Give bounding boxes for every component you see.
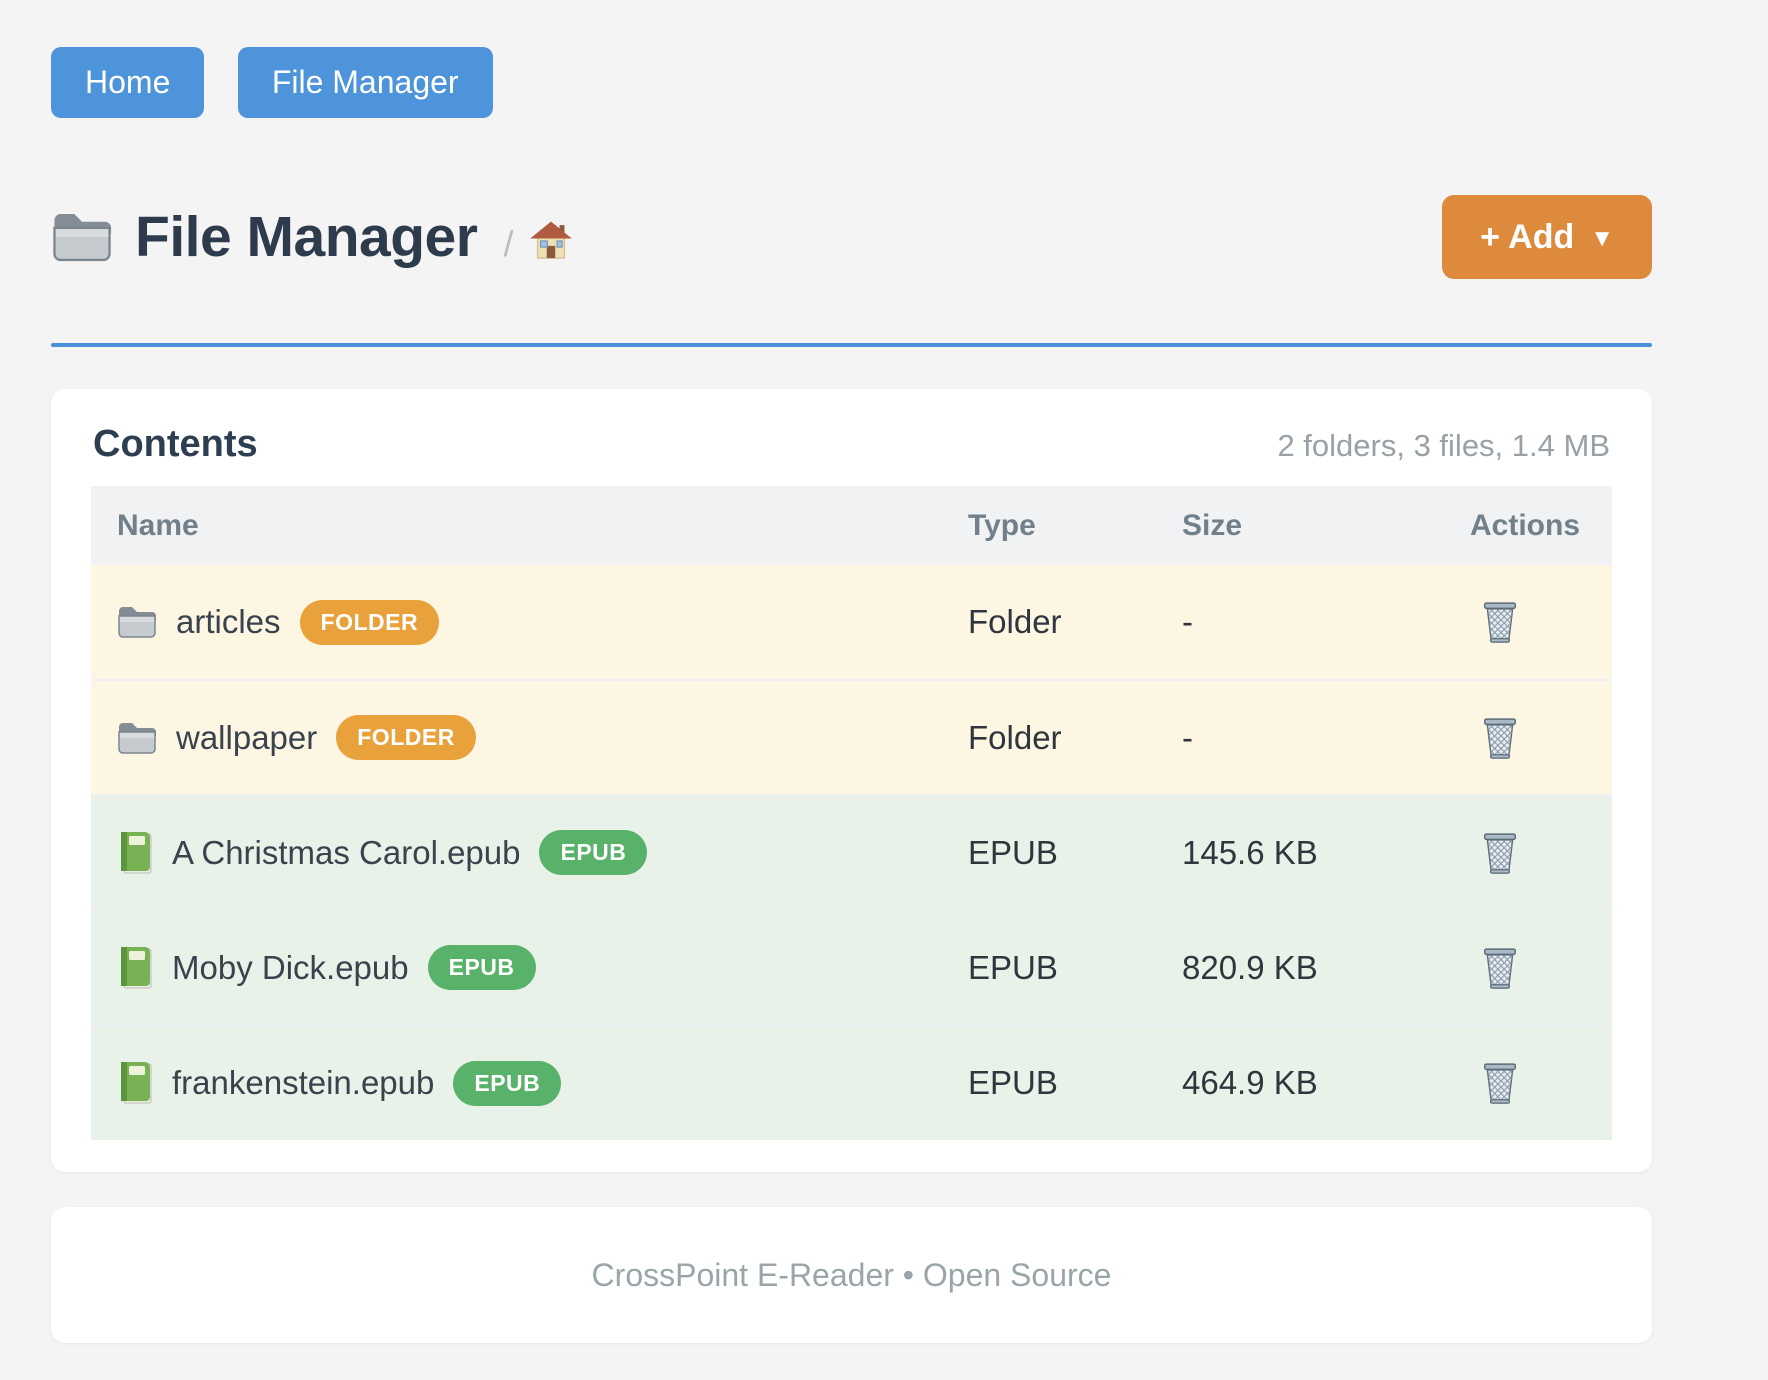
- file-name-link[interactable]: wallpaper: [176, 718, 318, 756]
- file-size: 820.9 KB: [1182, 948, 1318, 986]
- nav-home-button[interactable]: Home: [51, 47, 205, 118]
- type-badge: EPUB: [539, 830, 648, 875]
- add-button-label: + Add: [1480, 217, 1575, 256]
- type-badge: EPUB: [453, 1060, 562, 1106]
- nav-file-manager-button[interactable]: File Manager: [237, 47, 493, 118]
- table-row[interactable]: articles FOLDER Folder -: [91, 565, 1612, 680]
- footer-text: CrossPoint E-Reader • Open Source: [591, 1256, 1112, 1293]
- type-badge: EPUB: [427, 945, 536, 990]
- column-header-type: Type: [968, 486, 1182, 565]
- home-icon[interactable]: [529, 220, 573, 262]
- trash-icon[interactable]: [1482, 1062, 1518, 1104]
- file-size: -: [1182, 718, 1193, 756]
- table-row[interactable]: A Christmas Carol.epub EPUB EPUB 145.6 K…: [91, 795, 1612, 910]
- table-row[interactable]: Moby Dick.epub EPUB EPUB 820.9 KB: [91, 910, 1612, 1025]
- contents-title: Contents: [93, 423, 258, 465]
- file-name-link[interactable]: articles: [176, 603, 281, 640]
- file-size: -: [1182, 603, 1193, 640]
- contents-card: Contents 2 folders, 3 files, 1.4 MB Name…: [51, 389, 1652, 1172]
- trash-icon[interactable]: [1482, 832, 1518, 874]
- file-name-link[interactable]: frankenstein.epub: [172, 1064, 435, 1101]
- file-type: Folder: [968, 718, 1062, 756]
- trash-icon[interactable]: [1482, 947, 1518, 989]
- column-header-actions: Actions: [1470, 486, 1612, 565]
- folder-icon: [51, 211, 113, 263]
- files-table-body: articles FOLDER Folder -: [91, 565, 1612, 1140]
- file-type: EPUB: [968, 1064, 1058, 1101]
- file-type: EPUB: [968, 948, 1058, 986]
- file-name-link[interactable]: A Christmas Carol.epub: [172, 833, 521, 871]
- page-title: File Manager: [135, 205, 478, 269]
- file-type: Folder: [968, 603, 1062, 640]
- file-size: 464.9 KB: [1182, 1064, 1318, 1101]
- column-header-size: Size: [1182, 486, 1470, 565]
- column-header-name: Name: [91, 486, 968, 565]
- breadcrumb-separator: /: [503, 223, 514, 264]
- contents-summary: 2 folders, 3 files, 1.4 MB: [1277, 428, 1610, 463]
- book-icon: [117, 946, 153, 990]
- files-table: Name Type Size Actions articles FOLDER F…: [91, 486, 1612, 1140]
- file-type: EPUB: [968, 833, 1058, 871]
- contents-card-header: Contents 2 folders, 3 files, 1.4 MB: [91, 423, 1612, 466]
- title-group: File Manager /: [51, 204, 573, 270]
- page: Home File Manager File Manager /: [51, 0, 1652, 1343]
- trash-icon[interactable]: [1482, 717, 1518, 759]
- caret-down-icon: ▼: [1590, 224, 1614, 252]
- table-header-row: Name Type Size Actions: [91, 486, 1612, 565]
- trash-icon[interactable]: [1482, 601, 1518, 643]
- table-row[interactable]: frankenstein.epub EPUB EPUB 464.9 KB: [91, 1025, 1612, 1140]
- table-row[interactable]: wallpaper FOLDER Folder -: [91, 680, 1612, 795]
- file-size: 145.6 KB: [1182, 833, 1318, 871]
- footer: CrossPoint E-Reader • Open Source: [51, 1207, 1652, 1343]
- type-badge: FOLDER: [299, 599, 440, 645]
- nav-buttons: Home File Manager: [51, 47, 1652, 118]
- add-button[interactable]: + Add ▼: [1442, 195, 1652, 279]
- page-header: File Manager / + Add ▼: [51, 195, 1652, 279]
- folder-icon: [117, 721, 157, 755]
- file-name-link[interactable]: Moby Dick.epub: [172, 948, 409, 986]
- accent-divider: [51, 343, 1652, 347]
- book-icon: [117, 1061, 153, 1105]
- type-badge: FOLDER: [336, 715, 476, 760]
- book-icon: [117, 831, 153, 875]
- folder-icon: [117, 605, 157, 639]
